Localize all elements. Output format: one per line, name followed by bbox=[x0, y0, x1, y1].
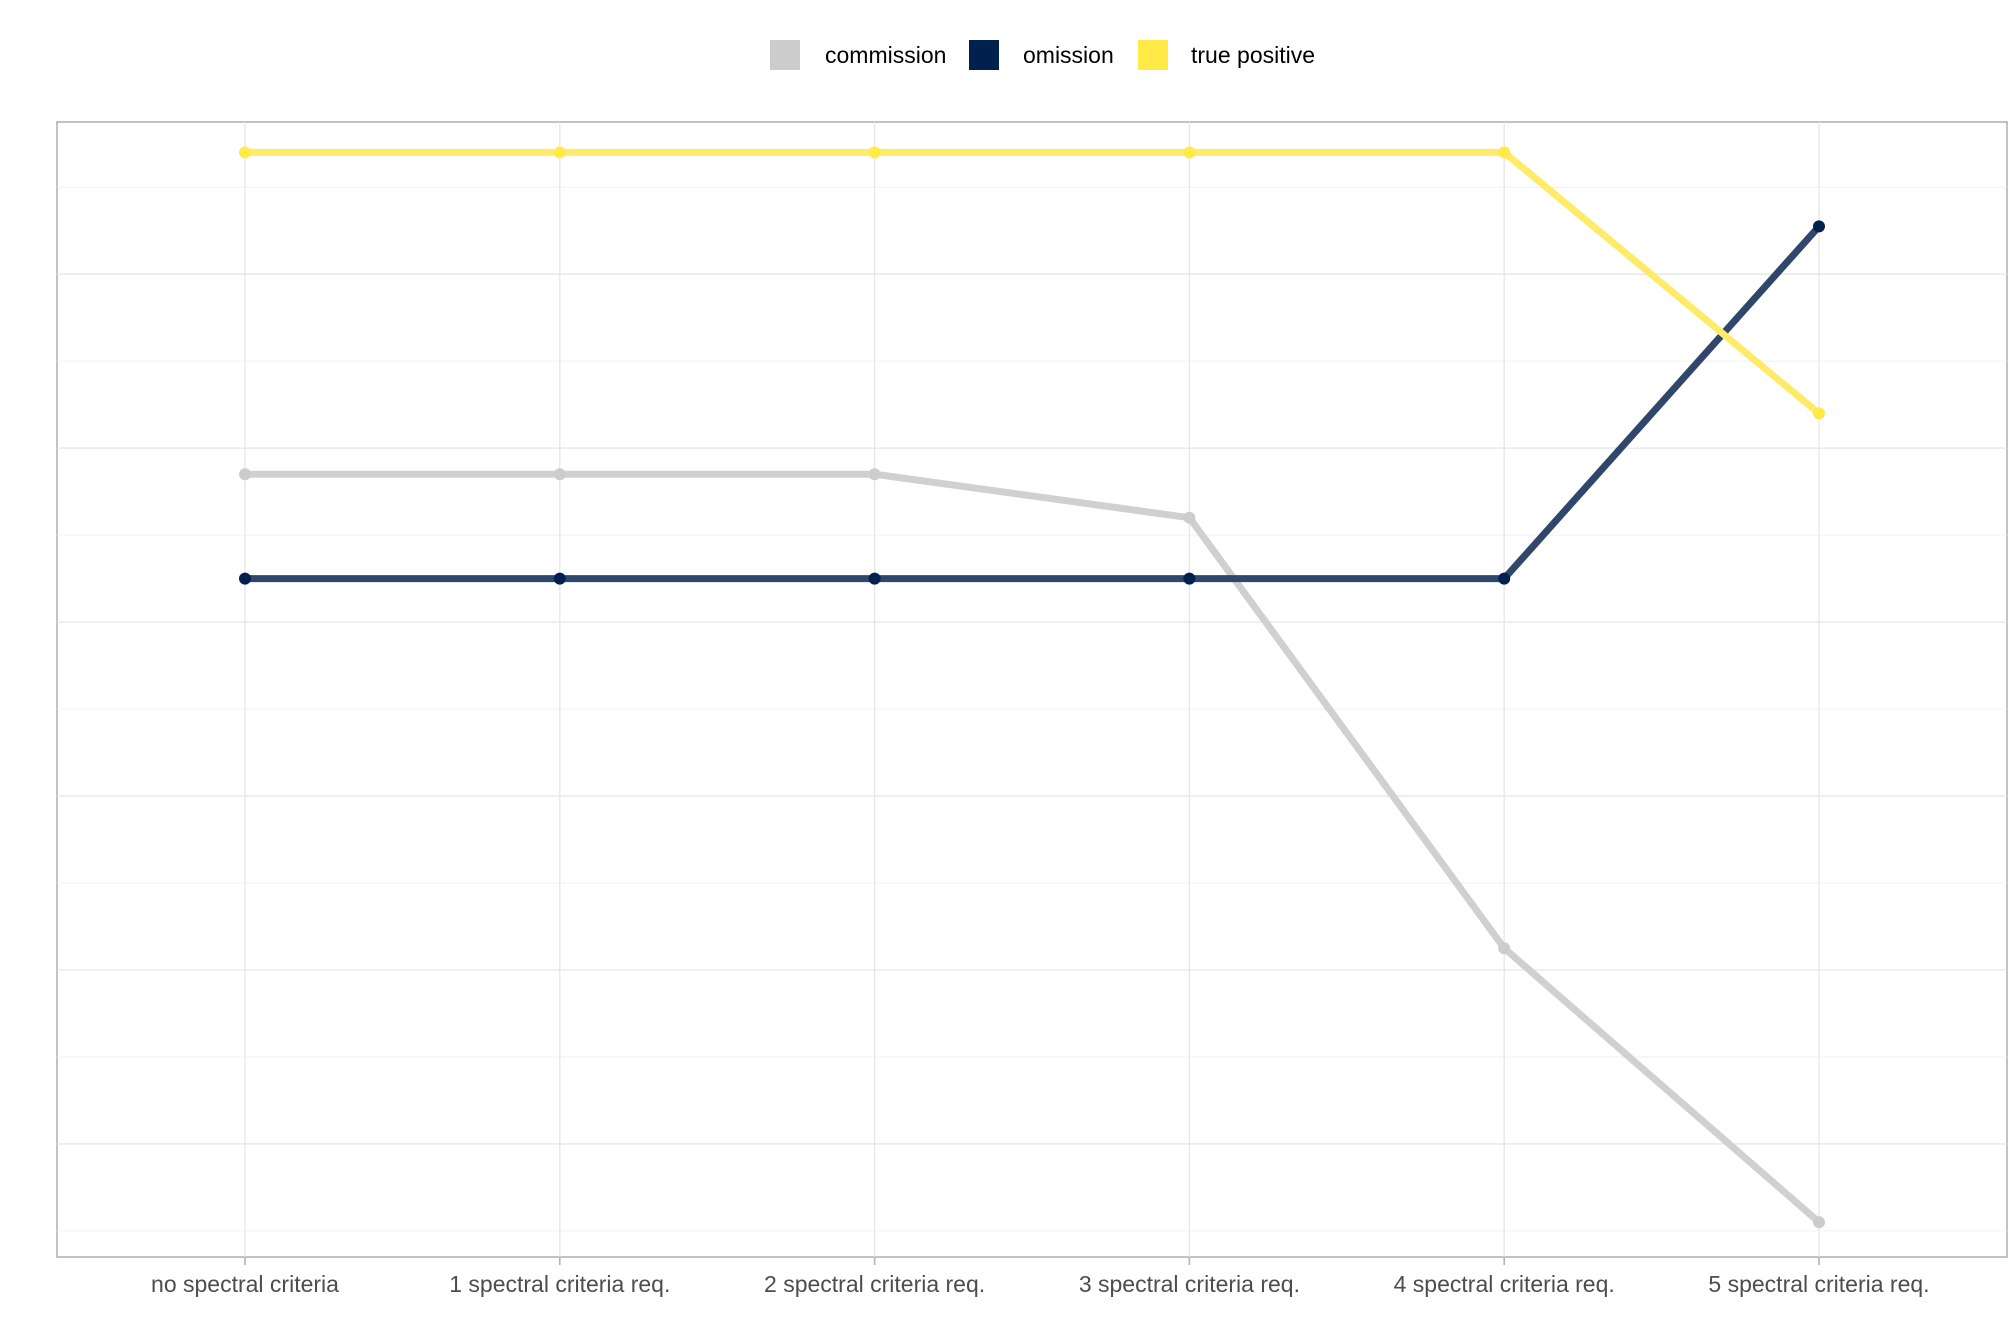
legend-item-true-positive: true positive bbox=[1138, 40, 1315, 70]
data-point-commission bbox=[1813, 1216, 1825, 1229]
legend-swatch-commission bbox=[770, 40, 800, 70]
legend-label-true-positive: true positive bbox=[1191, 42, 1315, 68]
legend-item-commission: commission bbox=[770, 40, 946, 70]
data-point-true-positive bbox=[1498, 146, 1511, 159]
series-line-commission bbox=[245, 470, 1822, 1225]
x-tick-label: 5 spectral criteria req. bbox=[1708, 1271, 1929, 1297]
data-point-omission bbox=[868, 572, 881, 585]
series-lines bbox=[245, 148, 1822, 1225]
x-tick-label: 1 spectral criteria req. bbox=[449, 1271, 670, 1297]
panel-border bbox=[56, 121, 2008, 1258]
x-tick-label: 4 spectral criteria req. bbox=[1394, 1271, 1615, 1297]
data-point-commission bbox=[553, 468, 566, 481]
data-point-true-positive bbox=[239, 146, 251, 159]
legend-item-omission: omission bbox=[969, 40, 1114, 70]
data-point-true-positive bbox=[868, 146, 881, 159]
data-point-commission bbox=[868, 468, 881, 481]
data-point-commission bbox=[239, 468, 251, 481]
x-axis: no spectral criteria 1 spectral criteria … bbox=[151, 1257, 1930, 1297]
data-point-true-positive bbox=[1813, 407, 1825, 420]
data-point-omission bbox=[1813, 220, 1825, 233]
x-tick-label: 2 spectral criteria req. bbox=[764, 1271, 985, 1297]
series-line-true-positive bbox=[245, 148, 1822, 417]
x-tick-label: 3 spectral criteria req. bbox=[1079, 1271, 1300, 1297]
legend-swatch-omission bbox=[969, 40, 999, 70]
legend-swatch-true-positive bbox=[1138, 40, 1168, 70]
series-line-omission bbox=[245, 224, 1822, 583]
data-point-omission bbox=[1183, 572, 1196, 585]
plot-panel bbox=[56, 121, 2008, 1258]
legend-label-omission: omission bbox=[1023, 42, 1114, 68]
data-point-omission bbox=[1498, 572, 1511, 585]
data-point-omission bbox=[553, 572, 566, 585]
data-point-true-positive bbox=[553, 146, 566, 159]
legend-label-commission: commission bbox=[825, 42, 946, 68]
gridlines bbox=[57, 122, 2007, 1257]
data-point-commission bbox=[1183, 511, 1196, 524]
x-tick-label: no spectral criteria bbox=[151, 1271, 339, 1297]
series-points bbox=[239, 146, 1825, 1229]
data-point-true-positive bbox=[1183, 146, 1196, 159]
data-point-omission bbox=[239, 572, 251, 585]
legend: commission omission true positive bbox=[770, 40, 1315, 70]
data-point-commission bbox=[1498, 942, 1511, 955]
